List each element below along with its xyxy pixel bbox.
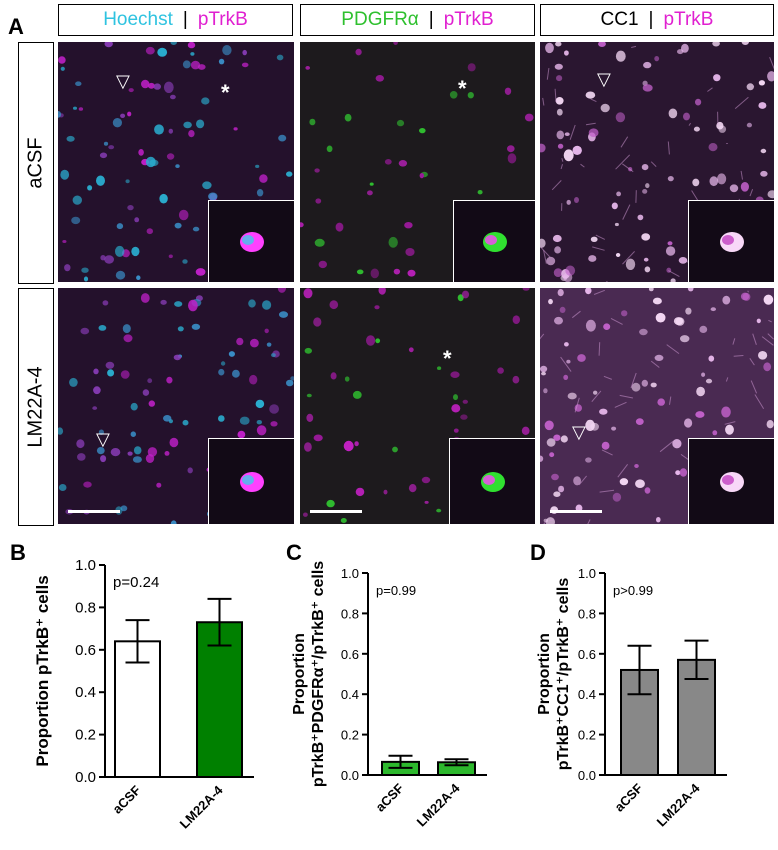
arrowhead-marker: ▽ [116, 71, 130, 91]
y-tick-label: 0.8 [578, 606, 596, 621]
y-tick-label: 0.6 [578, 647, 596, 662]
y-tick-label: 0.4 [75, 684, 96, 701]
x-category-label: aCSF [110, 782, 144, 816]
micrograph-lm22a-4-hoechst [58, 288, 294, 524]
header-cc1: CC1 | pTrkB [540, 4, 774, 36]
scale-bar [550, 510, 602, 513]
row-label-acsf: aCSF [18, 42, 54, 284]
panel-label-a: A [8, 14, 24, 39]
y-tick-label: 0.4 [578, 687, 596, 702]
y-tick-label: 0.8 [341, 606, 359, 621]
micrograph-acsf-pdgfra [300, 42, 535, 282]
p-value-annotation: p>0.99 [613, 583, 653, 598]
y-tick-label: 0.4 [341, 687, 359, 702]
y-tick-label: 0.2 [578, 728, 596, 743]
scale-bar [68, 510, 120, 513]
micrograph-inset [688, 200, 774, 282]
y-tick-label: 0.0 [578, 768, 596, 783]
chart-c: 0.0 0.2 0.4 0.6 0.8 1.0 aCSF LM22A-4 p=0.99 Propo… [290, 545, 535, 850]
arrowhead-marker: ▽ [96, 429, 110, 449]
micrograph-lm22a-4-pdgfra [300, 288, 535, 524]
panel-label-b: B [10, 540, 26, 565]
micrograph-inset [449, 438, 535, 524]
y-axis-label: pTrkB⁺CC1⁺/pTrkB⁺ cells [555, 578, 572, 771]
chart-d: 0.0 0.2 0.4 0.6 0.8 1.0 aCSF LM22A-4 p>0.99 Propo… [535, 545, 778, 850]
asterisk-marker: * [221, 80, 230, 105]
row-label-text: aCSF [24, 137, 47, 189]
micrograph-acsf-cc1 [540, 42, 774, 282]
y-tick-label: 0.6 [75, 642, 96, 659]
y-tick-label: 0.0 [75, 769, 96, 786]
p-value-annotation: p=0.99 [376, 583, 416, 598]
asterisk-marker: * [443, 346, 452, 371]
scale-bar [310, 510, 362, 513]
header-pdgfra: PDGFRα | pTrkB [300, 4, 535, 36]
header-stain-ptrkb: pTrkB [197, 9, 248, 30]
micrograph-lm22a-4-cc1 [540, 288, 774, 524]
x-category-label: LM22A-4 [177, 782, 226, 831]
row-label-text: LM22A-4 [24, 366, 47, 448]
x-category-label: aCSF [612, 780, 646, 814]
micrograph-inset [453, 200, 535, 282]
asterisk-marker: * [458, 76, 467, 101]
header-stain-hoechst: Hoechst [103, 9, 173, 30]
header-stain-ptrkb: pTrkB [663, 9, 714, 30]
y-tick-label: 0.6 [341, 647, 359, 662]
y-tick-label: 0.8 [75, 599, 96, 616]
panel-label-c: C [286, 540, 302, 565]
bar-lm22a-4 [196, 621, 243, 778]
header-stain-ptrkb: pTrkB [443, 9, 494, 30]
y-axis-label: pTrkB⁺PDGFRα⁺/pTrkB⁺ cells [310, 561, 327, 787]
micrograph-inset [208, 200, 294, 282]
y-tick-label: 1.0 [341, 566, 359, 581]
y-axis-label: Proportion [291, 633, 308, 715]
header-separator: | [648, 9, 654, 30]
p-value-annotation: p=0.24 [113, 574, 159, 591]
y-tick-label: 0.2 [75, 727, 96, 744]
y-tick-label: 0.0 [341, 768, 359, 783]
y-tick-label: 0.2 [341, 728, 359, 743]
arrowhead-marker: ▽ [572, 422, 586, 442]
row-label-lm22a4: LM22A-4 [18, 288, 54, 526]
x-category-label: LM22A-4 [654, 780, 703, 829]
header-stain-cc1: CC1 [600, 9, 639, 30]
header-separator: | [428, 9, 434, 30]
arrowhead-marker: ▽ [597, 69, 611, 89]
panel-label-d: D [530, 540, 546, 565]
micrograph-acsf-hoechst [58, 42, 294, 282]
micrograph-inset [208, 438, 294, 524]
x-category-label: LM22A-4 [414, 780, 463, 829]
micrograph-inset [688, 438, 774, 524]
header-hoechst: Hoechst | pTrkB [58, 4, 293, 36]
header-separator: | [182, 9, 188, 30]
y-tick-label: 1.0 [75, 557, 96, 574]
x-category-label: aCSF [373, 780, 407, 814]
y-axis-label: Proportion [536, 633, 553, 715]
y-axis-label: Proportion pTrkB⁺ cells [33, 575, 52, 766]
header-stain-pdgfra: PDGFRα [341, 9, 419, 30]
chart-b: 0.0 0.2 0.4 0.6 0.8 1.0 aCSF LM22A-4 p=0.24 Propo… [30, 545, 280, 850]
y-tick-label: 1.0 [578, 566, 596, 581]
